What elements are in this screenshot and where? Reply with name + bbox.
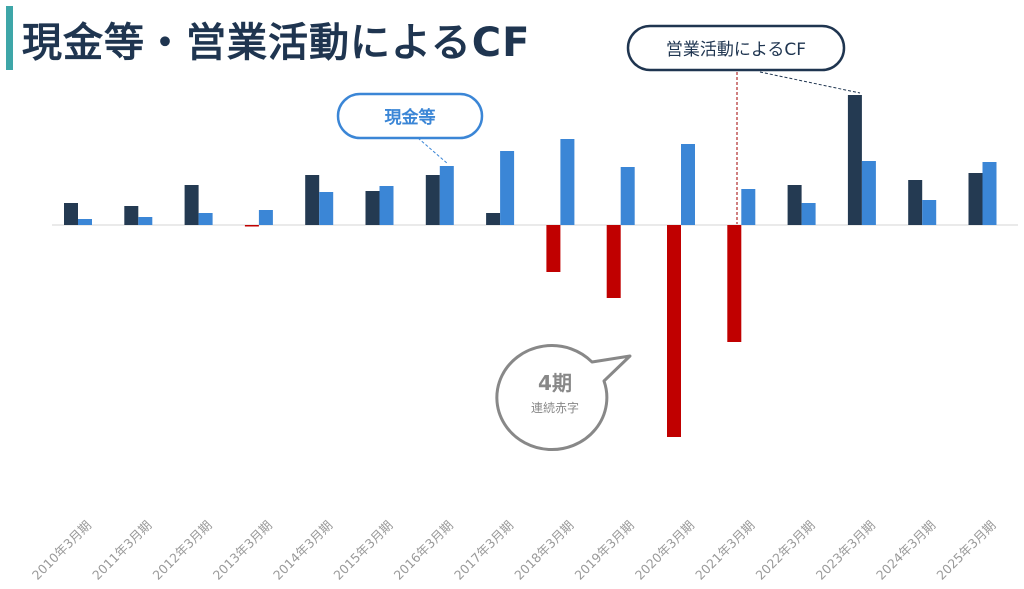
x-tick-labels: 2010年3月期2011年3月期2012年3月期2013年3月期2014年3月期… <box>29 518 999 583</box>
ocf-bar <box>546 225 561 272</box>
ocf-bar <box>365 191 380 225</box>
page-title: 現金等・営業活動によるCF <box>22 20 531 66</box>
cash-bar <box>78 219 92 225</box>
cash-bar <box>138 217 153 225</box>
cash-bar <box>319 192 334 225</box>
x-tick-label: 2015年3月期 <box>330 518 395 583</box>
ocf-bar <box>486 213 501 225</box>
cash-bar <box>741 189 756 225</box>
title-accent-bar <box>6 6 13 70</box>
cash-bar <box>379 186 394 225</box>
ocf-bar <box>908 180 923 225</box>
deficit-count-label: 4期 <box>538 371 572 395</box>
cash-bar <box>439 166 454 225</box>
cash-callout-connector <box>417 137 449 165</box>
ocf-bar <box>305 175 320 225</box>
x-tick-label: 2017年3月期 <box>451 518 516 583</box>
deficit-speech-bubble <box>495 344 632 452</box>
cash-callout-label: 現金等 <box>385 107 436 128</box>
cash-bar <box>620 167 635 225</box>
cash-bar <box>861 161 876 225</box>
x-tick-label: 2012年3月期 <box>149 518 214 583</box>
ocf-bar <box>847 95 862 225</box>
ocf-bar <box>667 225 681 437</box>
x-tick-label: 2018年3月期 <box>511 518 576 583</box>
ocf-bar <box>64 203 78 225</box>
x-tick-label: 2020年3月期 <box>632 518 697 583</box>
cash-bar <box>500 151 515 225</box>
x-tick-label: 2010年3月期 <box>29 518 94 583</box>
x-tick-label: 2024年3月期 <box>873 518 938 583</box>
bars-group <box>64 95 997 437</box>
deficit-sub-label: 連続赤字 <box>531 400 579 415</box>
x-tick-label: 2014年3月期 <box>270 518 335 583</box>
ocf-bar <box>244 225 259 227</box>
ocf-callout-label: 営業活動によるCF <box>666 40 806 60</box>
cash-bar <box>681 144 695 225</box>
x-tick-label: 2013年3月期 <box>210 518 275 583</box>
x-tick-label: 2021年3月期 <box>692 518 757 583</box>
ocf-bar <box>184 185 199 225</box>
cash-bar <box>801 203 816 225</box>
ocf-bar <box>787 185 802 225</box>
ocf-bar <box>968 173 983 225</box>
cash-bar <box>982 162 997 225</box>
cash-callout-box <box>336 92 484 140</box>
cash-bar <box>922 200 937 225</box>
x-tick-label: 2025年3月期 <box>933 518 998 583</box>
x-tick-label: 2011年3月期 <box>89 518 154 583</box>
x-tick-label: 2023年3月期 <box>813 518 878 583</box>
ocf-bar <box>727 225 742 342</box>
cash-bar <box>198 213 213 225</box>
cash-bar <box>258 210 273 225</box>
x-tick-label: 2022年3月期 <box>752 518 817 583</box>
ocf-bar <box>425 175 440 225</box>
x-tick-label: 2019年3月期 <box>572 518 637 583</box>
x-tick-label: 2016年3月期 <box>391 518 456 583</box>
ocf-callout-box <box>626 24 846 72</box>
cash-bar <box>560 139 575 225</box>
ocf-bar <box>124 206 139 225</box>
ocf-callout-connector <box>759 71 861 94</box>
ocf-bar <box>606 225 621 298</box>
